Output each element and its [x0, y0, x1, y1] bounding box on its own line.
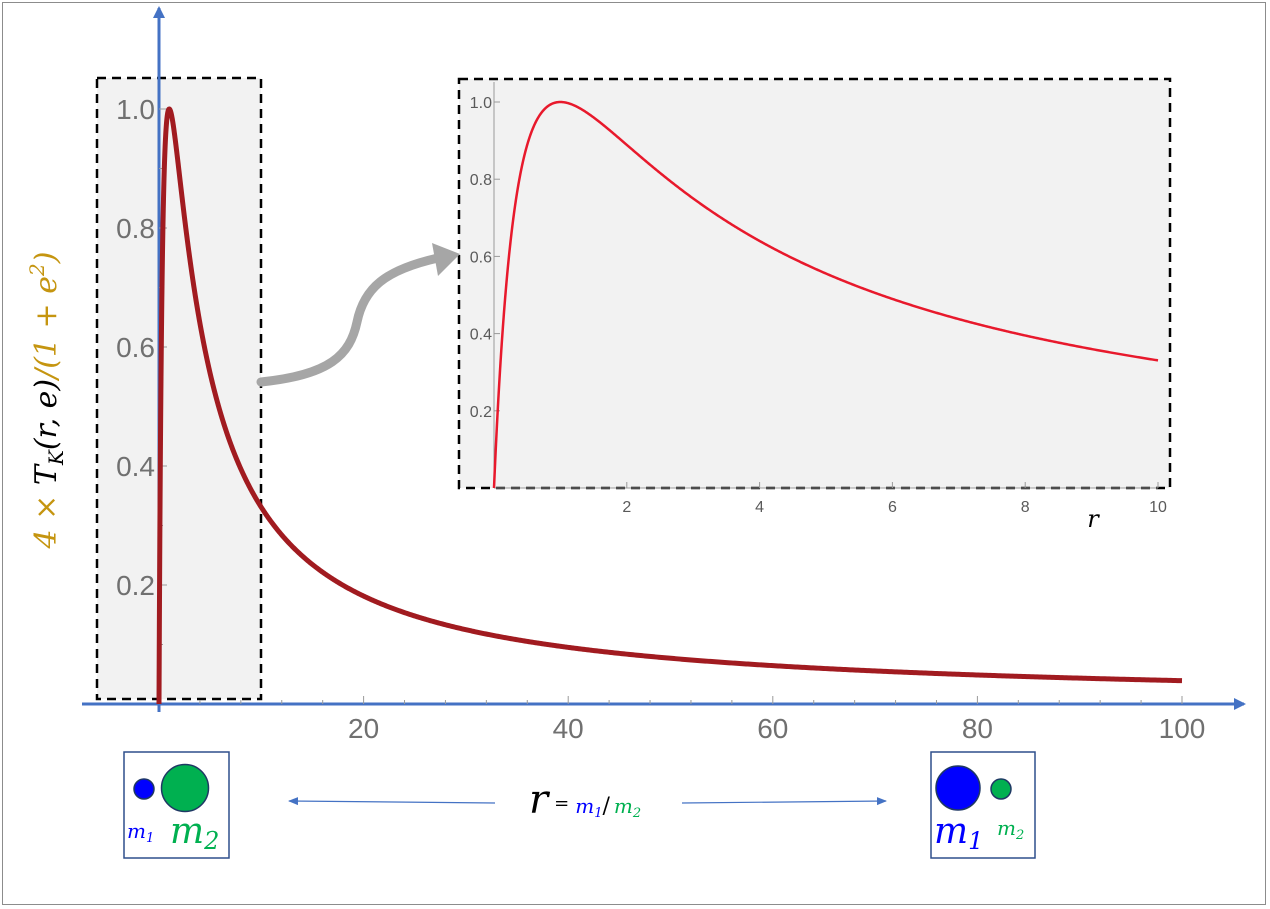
inset-y-tick-label: 0.6: [470, 249, 492, 266]
inset-panel: [457, 77, 1172, 490]
connector-arrowhead: [432, 243, 460, 276]
inset-x-label: r: [1087, 505, 1100, 533]
formula-right-arrow: [681, 797, 887, 806]
main-y-tick-label: 0.2: [116, 570, 155, 601]
main-x-tick-label: 100: [1159, 713, 1206, 744]
inset-x-tick-label: 8: [1021, 499, 1030, 516]
m1-large-circle: [935, 765, 981, 811]
inset-tick-labels: 2 4 6 8 10 0.2 0.4 0.6 0.8 1.0: [470, 95, 1167, 516]
m1-large-label: m1: [934, 811, 983, 855]
mass-ratio-formula: r = m1/m2: [529, 777, 641, 823]
inset-y-tick-label: 1.0: [470, 95, 492, 112]
inset-y-tick-label: 0.4: [470, 327, 492, 344]
main-x-tick-label: 20: [348, 713, 379, 744]
y-axis-label: 4 × TK(r, e)/(1 + e2): [25, 252, 68, 550]
inset-x-tick-label: 4: [755, 499, 764, 516]
inset-x-tick-label: 2: [622, 499, 631, 516]
m1-small-circle: [133, 778, 155, 800]
main-y-tick-label: 0.4: [116, 451, 155, 482]
m2-large-circle: [160, 763, 210, 813]
m2-small-label: m2: [997, 816, 1024, 843]
connector-arrow: [256, 253, 443, 387]
m1-small-label: m1: [127, 819, 154, 846]
inset-curve: [492, 100, 1159, 490]
main-y-tick-label: 0.6: [116, 332, 155, 363]
m2-large-label: m2: [170, 811, 219, 855]
inset-x-tick-label: 10: [1149, 499, 1167, 516]
main-tick-labels: 20 40 60 80 100 0.2 0.4 0.6 0.8 1.0: [116, 94, 1205, 744]
main-x-tick-label: 60: [757, 713, 788, 744]
main-y-tick-label: 0.8: [116, 213, 155, 244]
main-y-tick-label: 1.0: [116, 94, 155, 125]
main-curve: [156, 106, 1183, 707]
main-x-tick-label: 80: [962, 713, 993, 744]
formula-left-arrow: [288, 797, 496, 806]
m2-small-circle: [990, 778, 1012, 800]
small-ratio-illustration: m1 m2: [123, 751, 230, 859]
inset-y-tick-label: 0.2: [470, 404, 492, 421]
inset-y-tick-label: 0.8: [470, 172, 492, 189]
large-ratio-illustration: m1 m2: [930, 751, 1036, 859]
main-x-tick-label: 40: [553, 713, 584, 744]
inset-x-tick-label: 6: [888, 499, 897, 516]
